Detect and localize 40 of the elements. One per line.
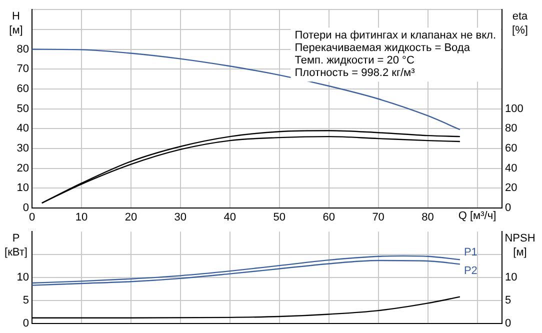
x-tick-label: 50 — [273, 212, 286, 224]
y2-tick-label: 0 — [505, 317, 512, 330]
x-tick-label: 20 — [124, 212, 138, 224]
series-label: P1 — [464, 246, 478, 259]
x-tick-label: 60 — [322, 212, 335, 224]
annotation: Темп. жидкости = 20 °C — [294, 54, 414, 67]
series-label: P2 — [464, 265, 478, 278]
annotation: Плотность = 998.2 кг/м³ — [294, 67, 416, 80]
y2-tick-label: 80 — [505, 122, 518, 135]
y-axis-title: P [кВт] — [4, 232, 28, 259]
x-tick-label: 70 — [372, 212, 384, 224]
annotation: Перекачиваемая жидкость = Вода — [294, 42, 471, 54]
x-tick-label: 30 — [174, 212, 187, 224]
y-tick-label: 10 — [16, 182, 29, 194]
y-tick-label: 70 — [16, 63, 29, 76]
y2-axis-title: NPSH [м] — [504, 232, 536, 259]
y2-axis-title: eta [%] — [512, 10, 529, 37]
y2-tick-label: 0 — [505, 202, 512, 214]
y2-tick-label: 100 — [505, 102, 524, 115]
y-tick-label: 0 — [22, 317, 29, 330]
y-tick-label: 30 — [16, 142, 29, 155]
y2-tick-label: 40 — [505, 162, 518, 174]
y-tick-label: 80 — [16, 43, 29, 56]
y-axis-title: H [м] — [9, 10, 23, 37]
y2-tick-label: 5 — [505, 294, 512, 306]
x-tick-label: 10 — [75, 212, 88, 224]
y-tick-label: 60 — [16, 82, 29, 95]
y-tick-label: 5 — [22, 294, 29, 306]
y-tick-label: 50 — [16, 102, 29, 115]
y2-tick-label: 20 — [505, 182, 518, 194]
y2-tick-label: 10 — [505, 272, 518, 284]
x-axis-title: Q [м³/ч] — [458, 210, 496, 222]
y-tick-label: 0 — [22, 202, 29, 214]
y-tick-label: 20 — [16, 162, 29, 174]
annotation: Потери на фитингах и клапанах не вкл. — [294, 30, 496, 42]
y-tick-label: 10 — [16, 272, 29, 284]
x-tick-label: 80 — [422, 212, 434, 224]
y2-tick-label: 60 — [505, 142, 518, 155]
x-tick-label: 40 — [224, 212, 236, 224]
y-tick-label: 40 — [16, 122, 29, 135]
